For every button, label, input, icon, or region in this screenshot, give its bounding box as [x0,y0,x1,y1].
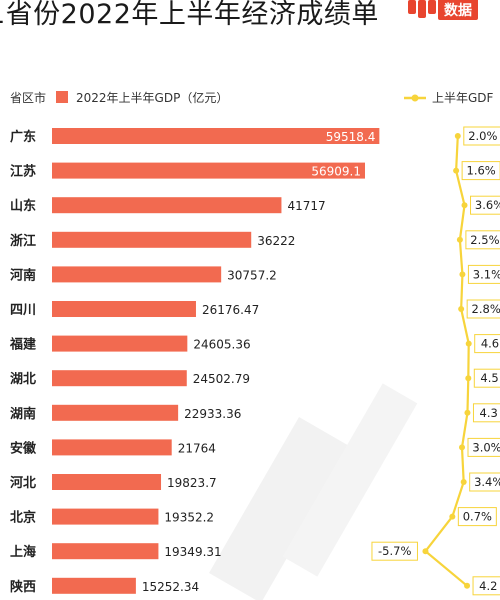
growth-label-box [466,299,500,319]
growth-point [464,582,471,589]
growth-point [449,513,456,520]
gdp-value-label: 26176.47 [202,303,259,317]
legend-bar-label: 2022年上半年GDP（亿元） [76,90,228,105]
growth-point [422,548,429,555]
growth-label-box [465,230,500,250]
growth-point [465,340,472,347]
category-label: 江苏 [10,164,36,180]
growth-label: 2.0% [468,129,497,143]
growth-label: 0.7% [463,510,492,524]
growth-label: 3.6% [475,198,500,212]
gdp-bar [52,197,282,214]
category-label: 河南 [10,267,36,283]
category-label: 山东 [10,198,36,214]
gdp-bar [52,301,196,317]
category-label: 上海 [10,544,36,560]
gdp-bar [52,577,136,594]
growth-label-box [469,472,500,492]
growth-label: 4.6 [481,337,499,351]
watermark [209,383,418,600]
gdp-value-label: 24605.36 [193,338,250,352]
category-label: 湖南 [10,406,36,422]
growth-label-box [457,507,497,527]
gdp-value-label: 30757.2 [227,268,277,282]
growth-point [458,306,465,312]
gdp-bar [52,370,187,387]
gdp-bar [52,543,159,560]
growth-label: 4.3 [480,406,498,420]
category-label: 广东 [10,129,36,145]
growth-label: 4.2 [479,579,497,593]
growth-label: 2.8% [472,302,500,316]
growth-label-box [371,541,418,561]
growth-label-box [470,195,500,215]
growth-label-box [472,576,500,596]
gdp-value-label: 59518.4 [326,130,376,144]
growth-label-box [473,368,500,388]
growth-label-box [474,334,500,354]
growth-point [454,133,461,139]
growth-point [459,444,465,451]
gdp-bar [52,508,159,525]
gdp-bar [52,335,188,352]
gdp-value-label: 56909.1 [311,165,361,179]
growth-label: 3.0% [472,440,500,454]
growth-label-box [467,437,500,457]
legend-category-label: 省区市 [10,90,46,105]
gdp-bar [52,439,172,456]
growth-label: 2.5% [470,233,499,247]
brand-logo: 数据 [408,0,500,24]
growth-label: 4.5 [480,371,498,385]
legend-line-marker [411,94,419,102]
category-label: 陕西 [10,579,36,595]
gdp-bar [52,404,179,421]
category-label: 福建 [9,337,36,353]
chart-title: 1省份2022年上半年经济成绩单 [0,0,379,30]
category-label: 湖北 [10,372,36,387]
category-label: 安徽 [10,440,37,456]
gdp-value-label: 21764 [178,441,216,455]
gdp-value-label: 19823.7 [167,476,217,490]
growth-point [453,167,460,174]
gdp-bar [52,162,366,179]
legend-bar-swatch [56,91,68,103]
growth-point [465,375,472,382]
legend: 省区市 2022年上半年GDP（亿元） 上半年GDF [10,90,494,105]
gdp-value-label: 19352.2 [164,511,214,525]
growth-line [423,135,470,587]
gdp-bar [52,128,380,144]
gdp-value-label: 19349.31 [164,545,221,559]
legend-line-label: 上半年GDF [432,91,494,105]
growth-label: 1.6% [467,164,496,178]
gdp-value-label: 15252.34 [142,580,199,594]
growth-label-box [467,264,500,284]
gdp-bar [52,266,222,283]
growth-label-box [472,403,500,423]
category-label: 四川 [10,303,36,318]
gdp-bar [52,474,162,490]
growth-label-box [461,161,500,181]
growth-point [460,479,467,485]
logo-text: 数据 [444,2,472,19]
growth-point [456,236,463,243]
category-label: 河北 [10,475,36,491]
gdp-value-label: 41717 [287,199,325,213]
growth-point [461,202,468,209]
growth-label: 3.4% [474,475,500,489]
growth-point [464,409,471,416]
growth-label: -5.7% [378,544,411,558]
category-label: 北京 [10,510,36,526]
growth-label-box [463,126,500,146]
gdp-bar [52,231,252,248]
gdp-value-label: 22933.36 [184,407,241,421]
gdp-value-label: 24502.79 [193,372,250,386]
growth-label: 3.1% [473,267,500,281]
gdp-value-label: 36222 [257,234,295,248]
category-label: 浙江 [10,233,36,249]
growth-point [459,271,466,278]
